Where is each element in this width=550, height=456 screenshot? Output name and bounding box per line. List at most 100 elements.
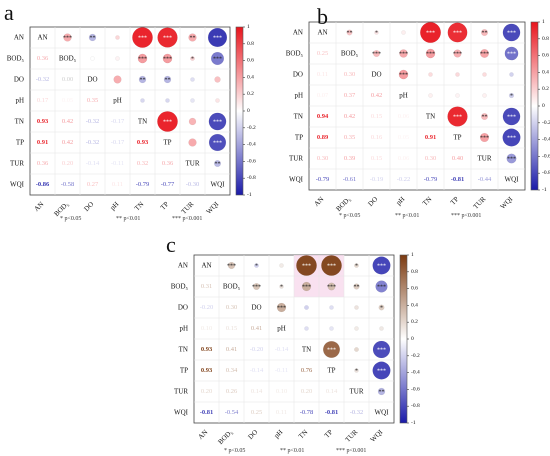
diagonal-label: TN [302,346,311,354]
coefficient-label: -0.14 [275,346,289,353]
diagonal-label: TUR [478,155,492,163]
correlation-circle [327,282,336,291]
x-axis-label: TUR [344,428,360,444]
significance-stars: *** [453,52,462,58]
coefficient-label: 0.36 [37,160,49,167]
coefficient-label: 0.10 [276,388,287,395]
coefficient-label: -0.79 [316,176,330,183]
significance-stars: * [191,57,194,63]
significance-stars: *** [302,285,311,291]
significance-stars: *** [480,136,489,142]
significance-stars: ** [379,390,385,396]
panel-b: b AN ** * *** *** ** *** 0.25 BOD₅ *** *** *** *** **… [275,0,550,225]
significance-stars: *** [213,120,222,126]
significance-stars: ** [482,115,488,121]
correlation-circle [276,302,287,313]
coefficient-label: 0.15 [371,113,382,120]
correlation-circle [502,23,521,42]
coefficient-label: -0.81 [325,409,339,416]
coefficient-label: -0.77 [161,181,175,188]
correlation-heatmap-c: AN *** * *** *** * ***0.31 BOD₅ *** * *** *** ** ***-… [171,252,420,454]
diagonal-label: AN [37,34,47,42]
significance-stars: ** [482,31,488,37]
correlation-circle [165,98,170,103]
correlation-circle [279,284,284,289]
colorbar-tick-label: -0.4 [411,370,420,376]
significance-legend-item: *** p<0.001 [172,216,202,222]
colorbar-tick-label: 0 [411,336,414,342]
coefficient-label: 0.42 [371,92,382,99]
correlation-circle [354,326,359,331]
x-axis-label: DO [367,195,380,208]
colorbar-tick-label: -1 [411,420,416,426]
coefficient-label: 0.17 [37,97,49,104]
colorbar-tick-label: 0.6 [411,286,418,292]
correlation-circle [346,29,353,36]
diagonal-label: TN [138,118,147,126]
y-axis-label: TN [15,118,24,126]
x-axis-label: WQI [499,195,515,211]
diagonal-label: TP [327,367,335,375]
significance-stars: *** [377,285,386,291]
coefficient-label: 0.34 [226,367,238,374]
diagonal-label: pH [277,325,286,333]
coefficient-label: 0.91 [425,134,436,141]
significance-stars: *** [327,348,336,354]
diagonal-label: DO [251,304,261,312]
coefficient-label: -0.79 [136,181,150,188]
correlation-circle [304,326,309,331]
x-axis-label: pH [395,195,407,207]
correlation-circle [479,132,490,143]
correlation-circle [479,48,490,59]
correlation-circle [372,340,391,359]
significance-stars: *** [302,264,311,270]
significance-stars: ** [165,78,171,84]
x-axis-label: WQI [369,428,385,444]
coefficient-label: 0.30 [317,155,328,162]
coefficient-label: 0.14 [251,388,263,395]
significance-stars: *** [507,52,516,58]
coefficient-label: 0.93 [201,346,213,353]
correlation-circle [447,106,468,127]
coefficient-label: -0.32 [86,139,100,146]
coefficient-label: 0.05 [398,134,409,141]
coefficient-label: 0.31 [201,283,212,290]
correlation-circle [509,72,514,77]
correlation-circle [482,93,487,98]
coefficient-label: 0.11 [276,409,287,416]
significance-stars: *** [507,157,516,163]
correlation-circle [455,93,460,98]
correlation-circle [254,263,259,268]
coefficient-label: -0.54 [225,409,239,416]
correlation-circle [372,49,381,58]
x-axis-label: TN [297,428,309,440]
colorbar [235,26,244,196]
correlation-circle [137,53,148,64]
x-axis-label: AN [33,200,46,213]
correlation-circle [354,263,359,268]
panel-letter-b: b [317,4,328,29]
diagonal-label: AN [201,262,211,270]
significance-stars: *** [507,31,516,37]
significance-stars: * [355,264,358,270]
colorbar-tick-label: -1 [542,187,547,193]
coefficient-label: -0.20 [200,304,214,311]
significance-stars: *** [213,36,222,42]
colorbar-tick-label: -0.6 [247,158,256,164]
correlation-circle [482,72,487,77]
diagonal-label: AN [317,29,327,37]
correlation-circle [188,33,197,42]
diagonal-label: pH [113,97,122,105]
correlation-circle [163,75,172,84]
correlation-circle [190,56,195,61]
coefficient-label: 0.36 [37,55,49,62]
colorbar-tick-label: 0.8 [411,269,418,275]
correlation-circle [506,153,517,164]
correlation-circle [132,27,153,48]
coefficient-label: 0.15 [226,325,237,332]
significance-stars: *** [252,285,261,291]
colorbar-tick-label: 0.8 [247,41,254,47]
coefficient-label: 0.36 [162,160,174,167]
coefficient-label: 0.25 [251,409,262,416]
significance-stars: * [380,306,383,312]
